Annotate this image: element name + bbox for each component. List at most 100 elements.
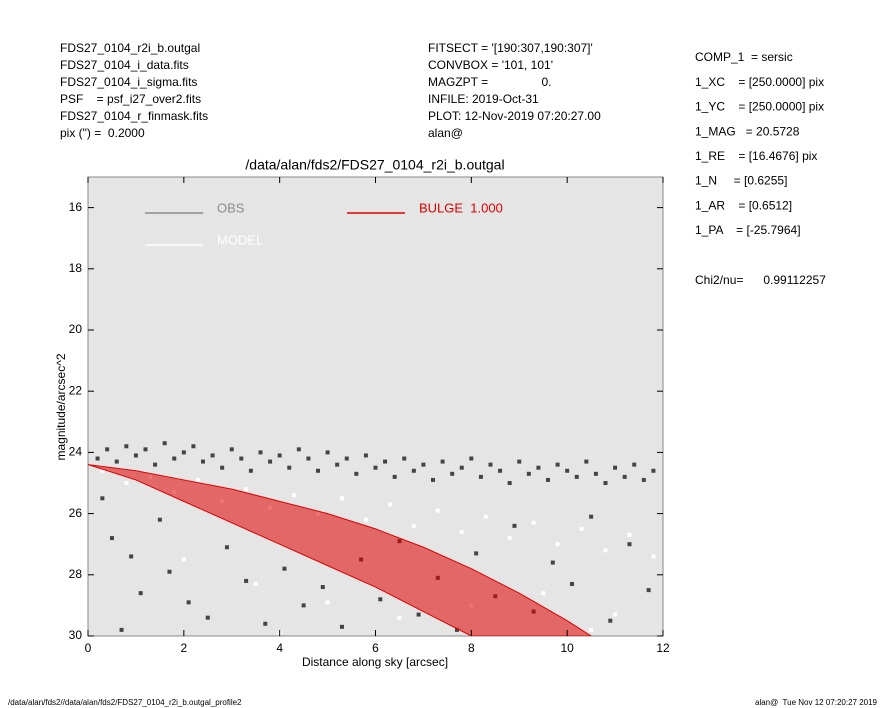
data-point [363, 517, 368, 522]
data-point [589, 514, 594, 519]
data-point [296, 447, 301, 452]
data-point [339, 624, 344, 629]
data-point [469, 456, 474, 461]
data-point [95, 456, 100, 461]
param-line: 1_PA = [-25.7964] [695, 223, 801, 237]
data-point [565, 468, 570, 473]
data-point [320, 585, 325, 590]
data-point [153, 462, 158, 467]
data-point [325, 450, 330, 455]
y-tick-label: 30 [69, 628, 83, 642]
data-point [431, 477, 435, 482]
data-point [383, 459, 388, 464]
x-tick-label: 6 [372, 641, 379, 655]
data-point [483, 514, 488, 519]
param-line: 1_N = [0.6255] [695, 174, 787, 188]
x-tick-label: 12 [656, 641, 670, 655]
data-point [622, 474, 627, 479]
data-point [613, 465, 618, 470]
data-point [512, 523, 517, 528]
param-line: 1_AR = [0.6512] [695, 198, 792, 212]
legend-label: BULGE 1.000 [419, 200, 503, 215]
header-left-line: PSF = psf_i27_over2.fits [60, 92, 201, 106]
data-point [253, 581, 258, 586]
y-tick-label: 22 [69, 383, 83, 397]
data-point [507, 481, 512, 485]
data-point [392, 474, 397, 479]
data-point [157, 517, 162, 522]
data-point [287, 465, 292, 470]
footer-left: /data/alan/fds2//data/alan/fds2/FDS27_01… [8, 698, 242, 707]
data-point [344, 456, 349, 461]
param-line: 1_XC = [250.0000] pix [695, 75, 824, 89]
data-point [239, 456, 244, 461]
header-middle-line: alan@ [428, 126, 463, 140]
data-point [124, 444, 129, 449]
data-point [651, 468, 656, 473]
chart-title: /data/alan/fds2/FDS27_0104_r2i_b.outgal [245, 157, 504, 173]
data-point [124, 481, 129, 485]
header-middle-line: PLOT: 12-Nov-2019 07:20:27.00 [428, 109, 601, 123]
footer-right: alan@ Tue Nov 12 07:20:27 2019 [755, 698, 878, 707]
data-point [474, 551, 479, 556]
data-point [105, 447, 110, 452]
data-point [263, 621, 268, 626]
data-point [114, 459, 119, 464]
data-point [498, 468, 503, 473]
data-point [248, 468, 253, 473]
data-point [397, 615, 402, 620]
data-point [100, 496, 105, 501]
data-point [133, 453, 138, 458]
x-axis-label: Distance along sky [arcsec] [302, 655, 448, 669]
data-point [282, 566, 287, 571]
data-point [517, 459, 522, 464]
chi2: Chi2/nu= 0.99112257 [695, 273, 826, 287]
data-point [627, 542, 632, 547]
data-point [536, 465, 541, 470]
data-point [354, 471, 359, 476]
data-point [201, 459, 205, 464]
data-point [608, 618, 613, 623]
param-line: 1_MAG = 20.5728 [695, 124, 800, 138]
plot-marks [88, 441, 656, 636]
data-point [339, 496, 344, 501]
header-left-line: FDS27_0104_r_finmask.fits [60, 109, 208, 123]
data-point [627, 533, 632, 538]
data-point [641, 477, 646, 482]
data-point [220, 465, 225, 470]
data-point [191, 444, 196, 449]
data-point [651, 554, 656, 559]
y-tick-label: 28 [69, 567, 83, 581]
data-point [541, 591, 546, 596]
param-line: 1_YC = [250.0000] pix [695, 100, 824, 114]
data-point [244, 578, 249, 583]
data-point [531, 520, 536, 525]
data-point [632, 462, 637, 467]
x-tick-label: 8 [468, 641, 475, 655]
data-point [546, 477, 550, 482]
x-tick-label: 2 [180, 641, 187, 655]
x-tick-label: 4 [276, 641, 283, 655]
y-tick-label: 20 [69, 322, 83, 336]
data-point [205, 615, 210, 620]
data-point [325, 600, 330, 605]
header-left-line: FDS27_0104_i_sigma.fits [60, 75, 197, 89]
header-middle-line: CONVBOX = '101, 101' [428, 58, 553, 72]
header-left-line: FDS27_0104_r2i_b.outgal [60, 41, 200, 55]
data-point [589, 627, 594, 632]
header-left-line: FDS27_0104_i_data.fits [60, 58, 189, 72]
data-point [277, 453, 282, 458]
header-middle-line: INFILE: 2019-Oct-31 [428, 92, 539, 106]
data-point [268, 459, 273, 464]
data-point [584, 459, 589, 464]
data-point [459, 529, 464, 534]
data-point [603, 548, 608, 553]
data-point [196, 477, 201, 482]
data-point [292, 493, 297, 498]
data-point [387, 502, 392, 507]
data-point [138, 591, 143, 596]
data-point [210, 453, 215, 458]
data-point [258, 450, 263, 455]
data-point [162, 441, 167, 446]
data-point [301, 603, 306, 608]
